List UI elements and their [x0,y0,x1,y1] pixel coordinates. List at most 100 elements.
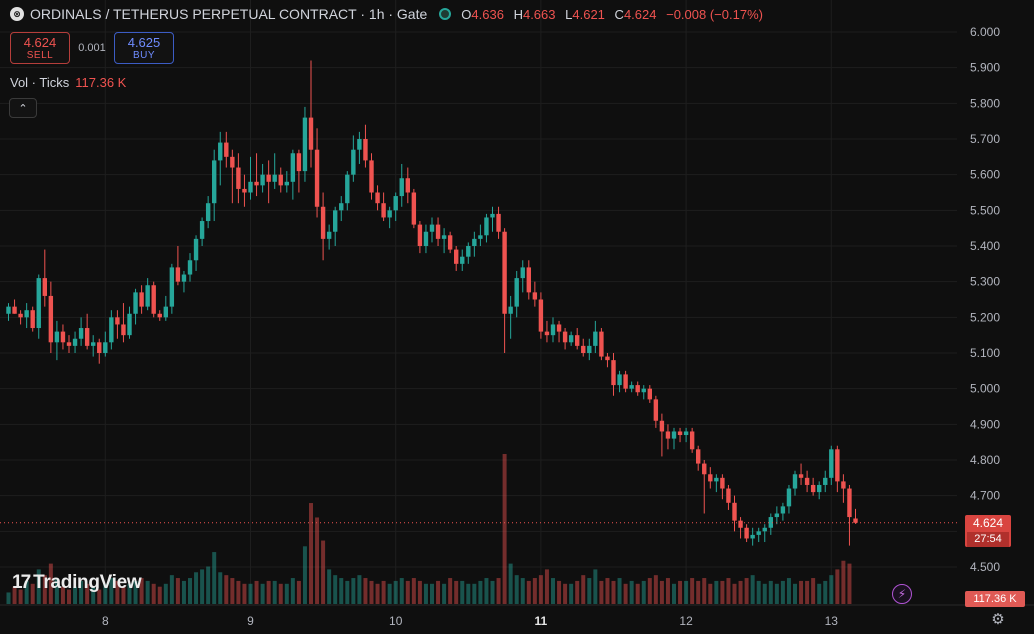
candle-body [853,518,858,523]
volume-bar [526,580,531,604]
candle-body [187,260,193,275]
volume-bars [6,454,852,604]
candle-body [429,224,435,232]
candle-body [478,235,483,239]
volume-legend[interactable]: Vol · Ticks 117.36 K [10,75,126,90]
volume-bar [538,575,543,604]
candle-body [212,160,217,204]
volume-bar [756,580,761,604]
volume-bar [690,578,695,604]
volume-bar [212,552,217,604]
volume-bar [672,583,676,604]
volume-bar [593,569,598,604]
volume-bar [786,578,791,604]
volume-bar [575,580,580,604]
buy-button[interactable]: 4.625 BUY [114,32,174,64]
candle-body [750,534,755,539]
tradingview-logo-text: TradingView [33,572,142,593]
volume-bar [18,589,23,604]
candle-body [817,484,822,493]
volume-bar [254,580,259,604]
volume-bar [702,578,707,604]
candle-body [363,139,368,161]
volume-bar [236,580,241,604]
volume-bar [115,580,120,604]
volume-bar [85,583,90,604]
candle-body [696,449,701,464]
candle-body [738,520,743,528]
candle-body [139,292,144,307]
candle-body [484,217,489,236]
chart-legend: ⊗ ORDINALS / TETHERUS PERPETUAL CONTRACT… [10,6,763,22]
candle-body [472,238,477,246]
candle-body [617,374,622,386]
candle-body [447,235,453,250]
candle-body [205,203,211,222]
candle-body [702,463,707,475]
volume-bar [339,578,344,604]
candle-body [562,331,568,343]
volume-bar [750,575,755,604]
volume-bar [611,580,616,604]
ordinals-coin-icon[interactable]: ⊗ [10,7,24,21]
volume-bar [823,580,828,604]
candle-body [78,328,84,339]
volume-value-tag: 117.36 K [965,591,1025,607]
volume-bar [502,454,507,604]
candle-body [726,488,731,503]
gear-icon[interactable]: ⚙ [991,611,1005,628]
volume-bar [133,580,138,604]
candle-body [72,338,78,346]
tradingview-logo[interactable]: 17 TradingView [12,572,142,594]
candle-body [151,285,156,314]
volume-bar [460,580,465,604]
volume-bar [454,580,459,604]
candle-body [490,213,495,218]
volume-bar [103,583,108,604]
candle-body [224,142,229,157]
candle-body [308,117,314,150]
low-value: 4.621 [572,6,605,22]
candle-body [339,203,344,211]
volume-bar [436,580,441,604]
volume-bar [290,578,295,604]
candle-body [532,292,538,300]
candle-body [84,328,90,346]
candle-body [242,188,247,193]
volume-bar [357,575,362,604]
volume-bar [738,580,743,604]
current-price-tag: 4.624 27:54 [965,515,1011,547]
sell-button[interactable]: 4.624 SELL [10,32,70,64]
volume-bar [417,580,422,604]
volume-bar [647,578,652,604]
volume-bar [653,575,658,604]
trade-panel: 4.624 SELL 0.001 4.625 BUY [10,32,174,64]
volume-bar [805,580,810,604]
candle-body [157,313,162,318]
volume-bar [466,583,471,604]
volume-bar [708,583,713,604]
volume-bar [333,575,338,604]
candle-body [593,331,598,346]
candles [6,60,858,546]
price-axis[interactable]: 6.000 5.900 5.800 5.700 5.600 5.500 5.400 5.300… [970,25,1000,574]
candle-body [66,342,72,346]
volume-bar [387,583,392,604]
symbol-title[interactable]: ORDINALS / TETHERUS PERPETUAL CONTRACT ·… [30,6,428,22]
candle-body [387,210,392,218]
volume-bar [369,580,374,604]
lightning-icon[interactable]: ⚡ [892,584,912,604]
candle-body [133,292,138,314]
volume-bar [6,592,11,604]
candle-body [714,477,719,482]
collapse-legend-button[interactable]: ⌃ [9,98,37,118]
change-value: −0.008 (−0.17%) [666,6,763,22]
time-axis[interactable]: 8 9 10 11 12 13 [0,604,1034,628]
price-tick-label: 5.000 [970,382,1000,396]
volume-bar [514,575,519,604]
candle-body [351,149,356,175]
price-tick-label: 5.300 [970,275,1000,289]
candle-body [435,224,441,239]
candle-body [466,246,471,257]
